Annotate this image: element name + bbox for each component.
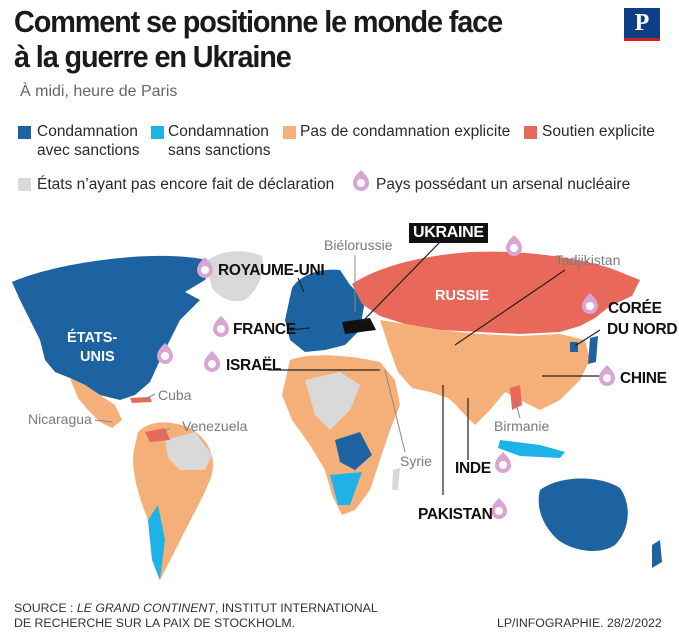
legend-text: Condamnation: [37, 123, 138, 140]
source-rest: , INSTITUT INTERNATIONAL: [214, 601, 378, 615]
legend-swatch-no-declaration: [18, 178, 31, 191]
subtitle: À midi, heure de Paris: [20, 83, 178, 100]
label-royaume-uni: ROYAUME-UNI: [218, 262, 325, 279]
nuclear-icon-usa: [157, 343, 173, 364]
source-line-1: SOURCE : LE GRAND CONTINENT, INSTITUT IN…: [14, 601, 378, 616]
venezuela-land: [145, 428, 170, 442]
nuclear-icon-india: [495, 452, 511, 473]
nuclear-icon-pakistan: [491, 498, 507, 519]
africa-blue: [335, 432, 372, 470]
nuclear-markers: [157, 235, 615, 519]
nuclear-icon-france: [213, 316, 229, 337]
legend-explicit-support: Soutien explicite: [542, 123, 655, 140]
nuclear-icon-israel: [204, 351, 220, 372]
legend-nuclear-icon: [353, 170, 369, 191]
source-line-2: DE RECHERCHE SUR LA PAIX DE STOCKHOLM.: [14, 616, 296, 630]
leader-syrie: [384, 369, 406, 453]
source-prefix: SOURCE :: [14, 601, 77, 615]
cuba-land: [130, 397, 152, 403]
leader-nicaragua: [94, 419, 113, 423]
brazil-grey: [165, 432, 212, 470]
russia-land: [352, 251, 640, 334]
burma-land: [510, 385, 522, 410]
legend-swatch-condemn-no-sanctions: [151, 126, 164, 139]
credit: LP/INFOGRAPHIE. 28/2/2022: [497, 616, 662, 630]
nuclear-icon-uk: [197, 257, 213, 278]
africa-south: [330, 472, 362, 505]
nuclear-icon-north-korea: [582, 293, 598, 314]
leader-tadjik: [454, 269, 566, 346]
legend-no-declaration: États n’ayant pas encore fait de déclara…: [37, 176, 335, 193]
label-russie: RUSSIE: [435, 288, 489, 304]
label-coree-1: CORÉE: [608, 300, 662, 317]
leader-coree: [574, 329, 601, 347]
leader-ukraine: [361, 241, 441, 323]
label-inde: INDE: [455, 460, 491, 477]
leader-birmanie: [514, 399, 521, 419]
title-line-2: à la guerre en Ukraine: [14, 39, 292, 74]
legend-condemn-no-sanctions: Condamnation sans sanctions: [168, 122, 271, 160]
leader-venezuela: [157, 427, 171, 437]
greenland-land: [205, 251, 264, 302]
label-pakistan: PAKISTAN: [418, 506, 493, 523]
legend-condemn-sanctions: Condamnation avec sanctions: [37, 122, 140, 160]
label-etats-1: ÉTATS-: [67, 330, 118, 346]
label-coree-2: DU NORD: [607, 321, 678, 338]
mexico-land: [70, 378, 122, 428]
legend-no-explicit: Pas de condamnation explicite: [300, 123, 511, 140]
europe-land: [285, 269, 365, 352]
uk-land: [296, 280, 308, 302]
leader-cuba: [142, 393, 156, 401]
legend-swatch-no-explicit: [283, 126, 296, 139]
title-line-1: Comment se positionne le monde face: [14, 4, 503, 39]
korea-land: [570, 342, 578, 352]
japan-land: [588, 336, 598, 364]
legend-swatch-condemn-sanctions: [18, 126, 31, 139]
nuclear-icon-russia: [506, 235, 522, 256]
label-ukraine: UKRAINE: [409, 223, 488, 243]
ukraine-land: [342, 318, 376, 334]
legend-nuclear: Pays possédant un arsenal nucléaire: [376, 176, 631, 193]
leader-uk: [297, 277, 305, 293]
africa-grey: [305, 372, 360, 430]
le-parisien-logo: P: [624, 8, 660, 41]
label-bielorussie: Biélorussie: [324, 237, 393, 253]
source-note: SOURCE : LE GRAND CONTINENT, INSTITUT IN…: [14, 601, 378, 631]
label-birmanie: Birmanie: [494, 418, 550, 434]
australia-land: [538, 478, 628, 552]
leader-france: [289, 327, 311, 331]
andes-blue: [148, 505, 165, 580]
label-syrie: Syrie: [400, 453, 432, 469]
label-israel: ISRAËL: [226, 357, 282, 374]
source-italic: LE GRAND CONTINENT: [76, 601, 215, 615]
legend-swatch-explicit-support: [524, 126, 537, 139]
india-land: [445, 376, 482, 425]
nuclear-icon-china: [599, 365, 615, 386]
label-nicaragua: Nicaragua: [28, 411, 92, 427]
legend-text: avec sanctions: [37, 142, 140, 159]
label-cuba: Cuba: [158, 387, 192, 403]
label-etats-2: UNIS: [80, 349, 115, 365]
madagascar-land: [392, 468, 400, 490]
indonesia-land: [498, 440, 565, 458]
label-chine: CHINE: [620, 370, 667, 387]
north-america-land: [12, 255, 215, 400]
label-france: FRANCE: [233, 321, 296, 338]
page-title: Comment se positionne le monde face à la…: [14, 4, 563, 74]
legend-text: sans sanctions: [168, 142, 271, 159]
label-tadjikistan: Tadjikistan: [555, 252, 621, 268]
legend-text: Condamnation: [168, 123, 269, 140]
new-zealand-land: [652, 540, 662, 568]
label-venezuela: Venezuela: [182, 418, 248, 434]
china-land: [498, 336, 585, 396]
